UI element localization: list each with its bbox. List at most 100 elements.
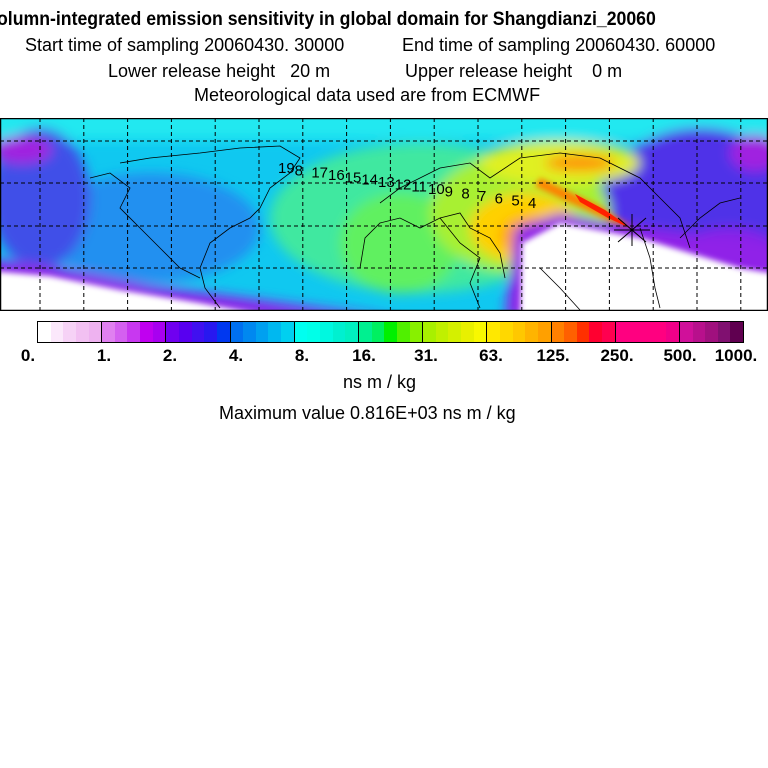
colorbar-step: [50, 322, 64, 342]
colorbar-step: [730, 322, 744, 342]
colorbar-tick-label: 8.: [294, 346, 310, 365]
colorbar-step: [152, 322, 166, 342]
colorbar-tick-label: 16.: [352, 346, 376, 365]
contour-labels: 19 8 17 16 15 14 13 12 11 10 9 8 7 6 5 4: [278, 160, 536, 212]
colorbar-step: [499, 322, 513, 342]
colorbar-step: [204, 322, 217, 342]
colorbar-step: [179, 322, 192, 342]
start-time-text: Start time of sampling 20060430. 30000: [25, 35, 345, 55]
colorbar-tick-label: 4.: [228, 346, 244, 365]
colorbar-step: [679, 322, 693, 342]
colorbar-step: [705, 322, 718, 342]
colorbar-step: [320, 322, 333, 342]
receptor-marker-icon: [614, 214, 650, 246]
colorbar-step: [512, 322, 526, 342]
colorbar-step: [537, 322, 551, 342]
coastlines: [89, 145, 741, 311]
lower-release-text: Lower release height 20 m: [108, 61, 331, 81]
colorbar-step: [332, 322, 346, 342]
colorbar-step: [615, 322, 629, 342]
colorbar-tick-label: 125.: [536, 346, 570, 365]
colorbar-segment: [679, 322, 744, 342]
colorbar-unit: ns m / kg: [343, 372, 417, 392]
colorbar-step: [396, 322, 410, 342]
colorbar-step: [294, 322, 308, 342]
contour-label: 8: [295, 162, 303, 179]
colorbar-step: [653, 322, 667, 342]
colorbar-segment: [423, 322, 488, 342]
contour-label: 14: [361, 172, 378, 189]
colorbar-step: [140, 322, 153, 342]
colorbar-segment: [551, 322, 616, 342]
contour-label: 15: [345, 169, 362, 186]
upper-release-text: Upper release height 0 m: [405, 61, 623, 81]
colorbar-step: [216, 322, 230, 342]
colorbar-tick-label: 1000.: [714, 346, 758, 365]
colorbar-tick-label: 31.: [414, 346, 438, 365]
colorbar-segment: [166, 322, 231, 342]
colorbar-step: [114, 322, 128, 342]
colorbar-step: [191, 322, 205, 342]
colorbar-step: [448, 322, 462, 342]
colorbar: [37, 321, 744, 343]
colorbar-step: [692, 322, 706, 342]
colorbar-step: [564, 322, 577, 342]
colorbar-tick-label: 1.: [96, 346, 112, 365]
colorbar-step: [88, 322, 102, 342]
colorbar-tick-label: 0.: [20, 346, 36, 365]
colorbar-segment: [487, 322, 552, 342]
contour-label: 11: [411, 179, 427, 196]
colorbar-step: [38, 322, 51, 342]
colorbar-tick-label: 2.: [162, 346, 178, 365]
colorbar-tick-label: 500.: [663, 346, 697, 365]
colorbar-step: [345, 322, 358, 342]
plume-core: [575, 194, 632, 229]
colorbar-step: [628, 322, 641, 342]
grid-lines: [0, 118, 768, 311]
contour-label: 19: [278, 160, 295, 177]
colorbar-step: [717, 322, 731, 342]
colorbar-segment: [38, 322, 103, 342]
colorbar-step: [384, 322, 397, 342]
colorbar-tick-label: 63.: [479, 346, 503, 365]
colorbar-segment: [294, 322, 359, 342]
colorbar-step: [435, 322, 449, 342]
contour-label: 6: [495, 190, 503, 207]
contour-label: 12: [395, 176, 412, 193]
colorbar-step: [409, 322, 423, 342]
colorbar-step: [63, 322, 76, 342]
contour-label: 4: [528, 195, 536, 212]
colorbar-step: [666, 322, 679, 342]
colorbar-step: [127, 322, 141, 342]
colorbar-step: [487, 322, 500, 342]
colorbar-step: [473, 322, 487, 342]
contour-label: 17: [311, 165, 328, 182]
colorbar-segment: [358, 322, 424, 342]
maximum-value-text: Maximum value 0.816E+03 ns m / kg: [219, 403, 516, 423]
colorbar-step: [551, 322, 565, 342]
colorbar-step: [281, 322, 294, 342]
colorbar-tick-label: 250.: [600, 346, 634, 365]
colorbar-step: [602, 322, 615, 342]
contour-label: 7: [478, 188, 486, 205]
colorbar-step: [576, 322, 590, 342]
colorbar-step: [75, 322, 89, 342]
colorbar-segment: [230, 322, 295, 342]
colorbar-step: [102, 322, 115, 342]
colorbar-segment: [102, 322, 167, 342]
colorbar-step: [243, 322, 256, 342]
colorbar-step: [255, 322, 269, 342]
contour-label: 8: [461, 186, 469, 203]
contour-label: 9: [445, 183, 453, 200]
colorbar-step: [268, 322, 282, 342]
colorbar-step: [358, 322, 372, 342]
met-data-text: Meteorological data used are from ECMWF: [194, 85, 541, 105]
colorbar-step: [166, 322, 180, 342]
colorbar-step: [525, 322, 538, 342]
colorbar-step: [423, 322, 436, 342]
contour-label: 5: [511, 193, 519, 210]
colorbar-step: [640, 322, 654, 342]
colorbar-step: [589, 322, 603, 342]
contour-label: 10: [428, 181, 445, 198]
end-time-text: End time of sampling 20060430. 60000: [402, 35, 716, 55]
